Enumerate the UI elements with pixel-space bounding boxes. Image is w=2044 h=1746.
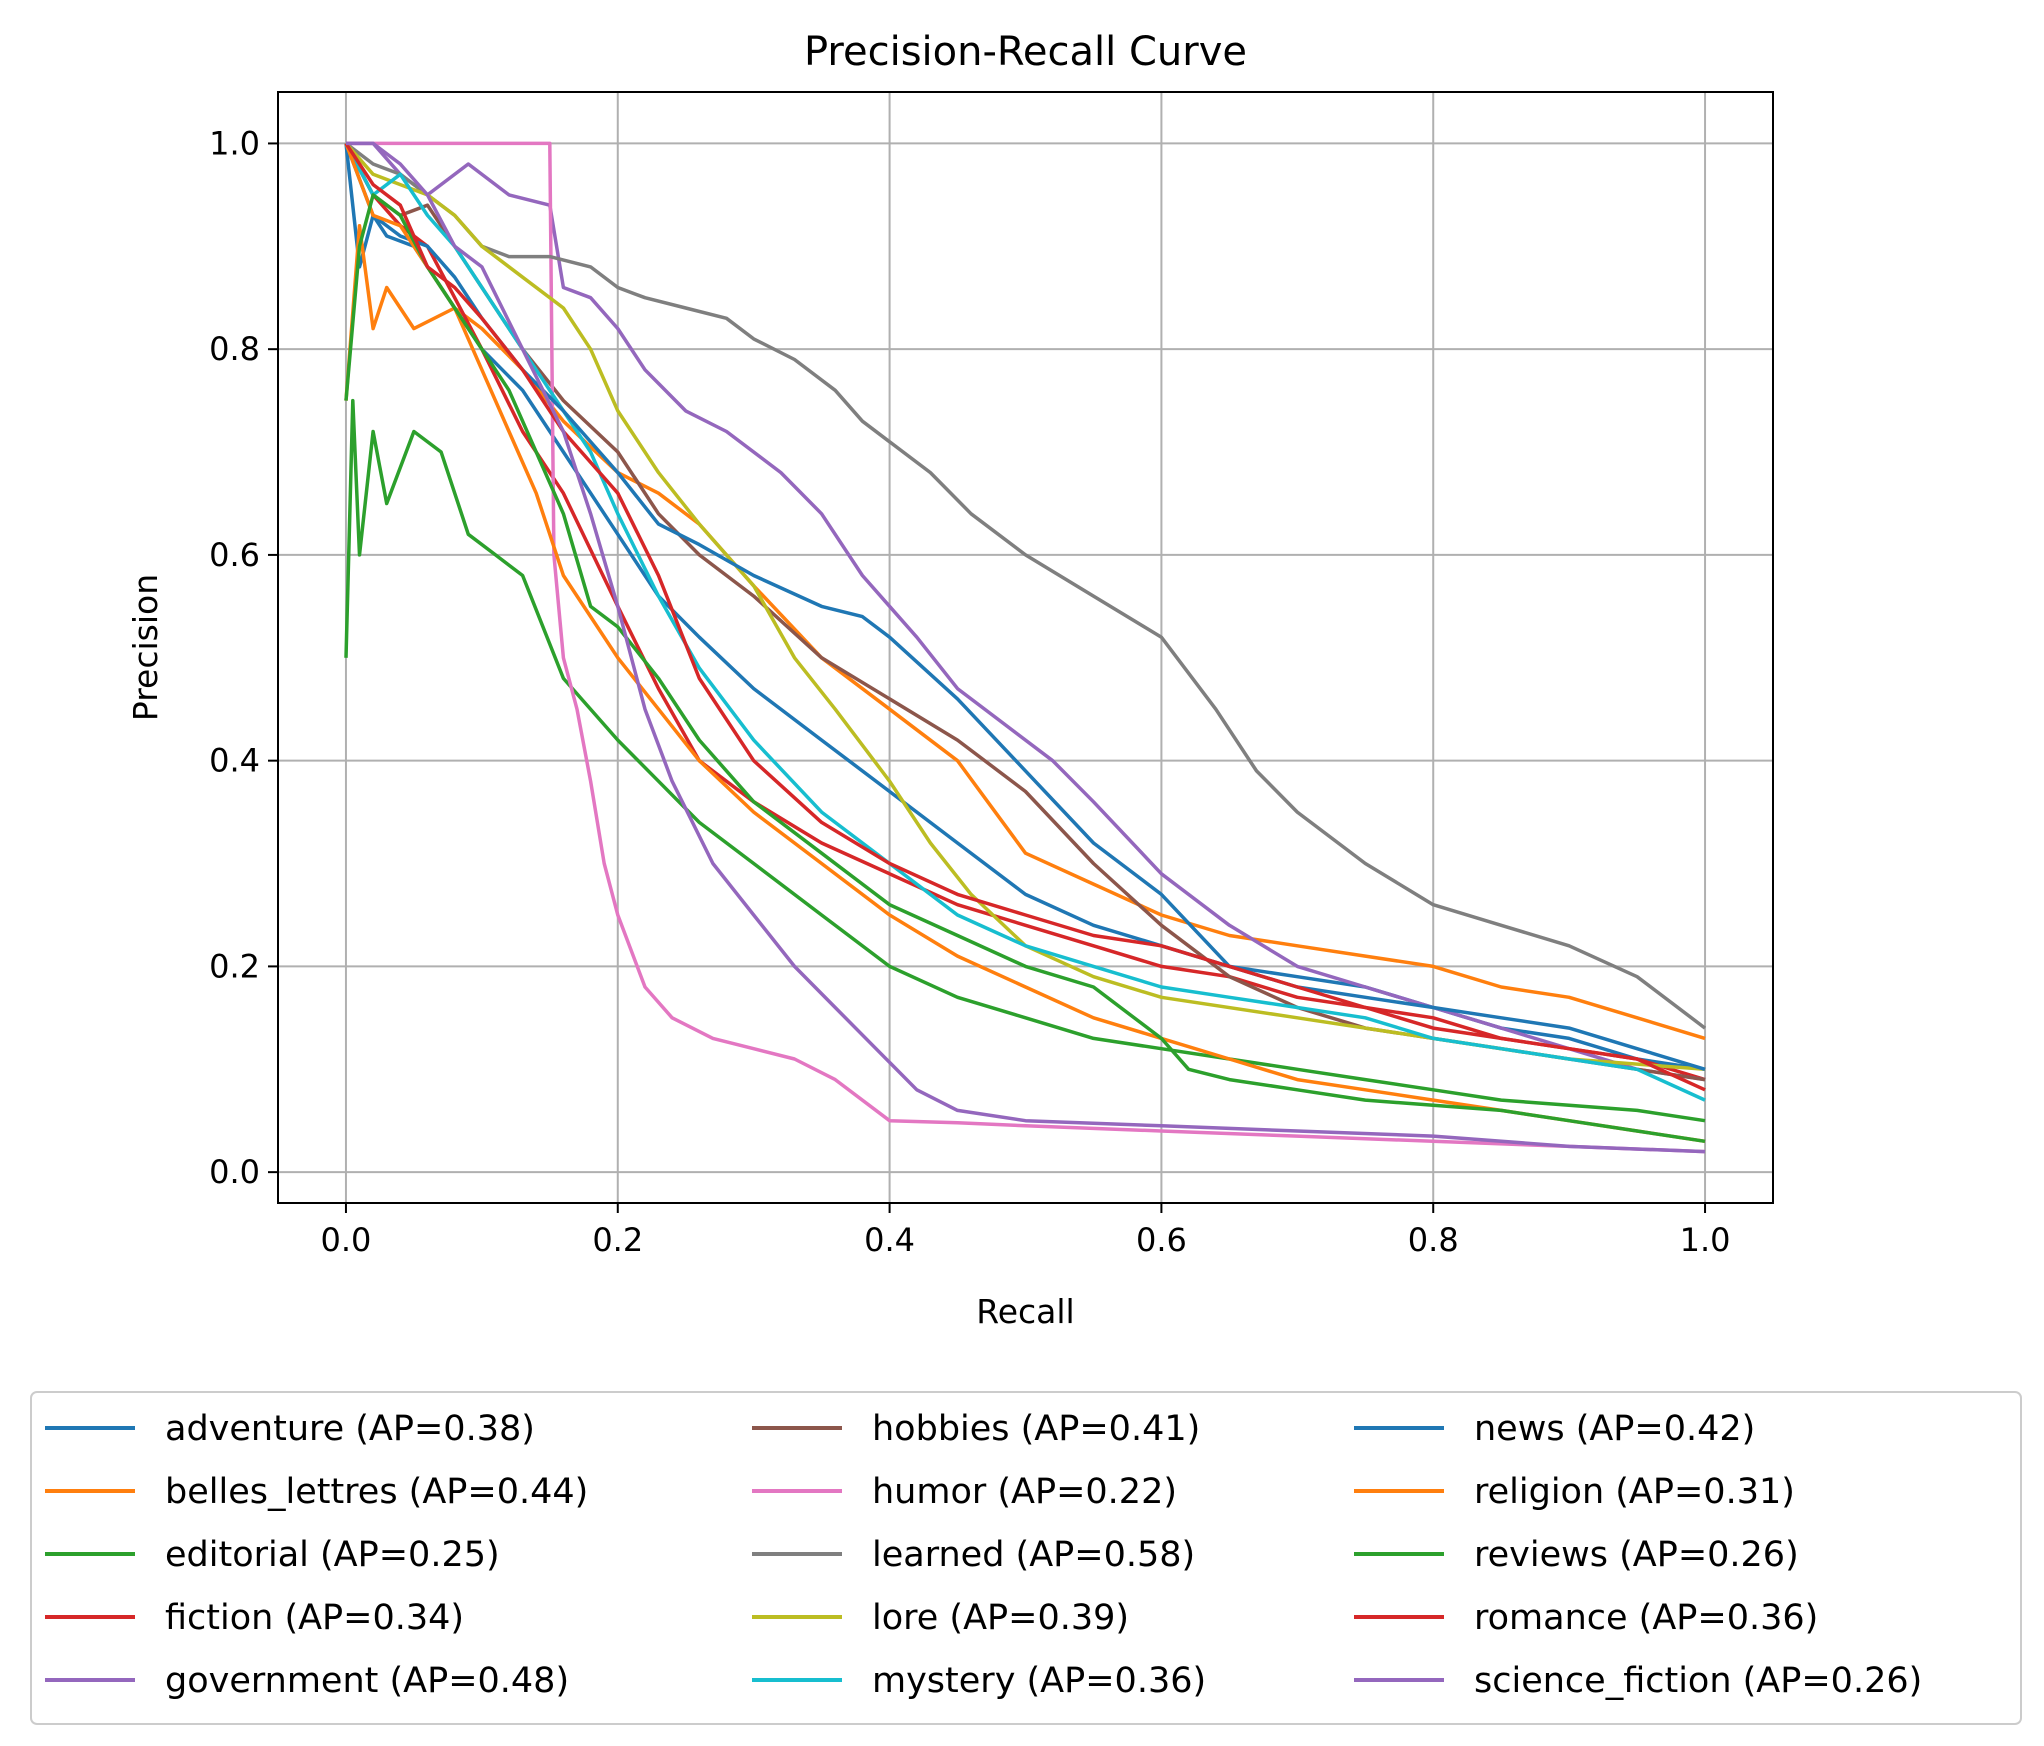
plot-frame	[277, 91, 1774, 1204]
x-tick-label: 0.0	[321, 1221, 372, 1259]
x-tick-label: 0.8	[1408, 1221, 1459, 1259]
legend-label: adventure (AP=0.38)	[165, 1409, 535, 1449]
legend-label: mystery (AP=0.36)	[872, 1661, 1206, 1701]
legend-label: hobbies (AP=0.41)	[872, 1409, 1200, 1449]
chart-title: Precision-Recall Curve	[804, 29, 1247, 75]
legend-label: romance (AP=0.36)	[1474, 1598, 1818, 1638]
x-tick-label: 0.6	[1136, 1221, 1187, 1259]
series-line-12	[344, 193, 1706, 1144]
x-tick-label: 1.0	[1680, 1221, 1731, 1259]
y-tick-label: 0.8	[209, 330, 260, 368]
legend-label: humor (AP=0.22)	[872, 1472, 1177, 1512]
series-line-3	[344, 142, 1706, 1082]
legend: adventure (AP=0.38) belles_lettres (AP=0.…	[30, 1391, 2022, 1725]
series-line-9	[344, 142, 1706, 1102]
series-line-8	[344, 142, 1706, 1072]
y-tick-label: 0.2	[209, 947, 260, 985]
legend-label: learned (AP=0.58)	[872, 1535, 1195, 1575]
y-tick-label: 0.0	[209, 1153, 260, 1191]
axis-ticks: 0.0 0.2 0.4 0.6 0.8 1.0 0.0 0.2 0.4 0.6 0.8 1.0	[209, 124, 1730, 1259]
legend-label: belles_lettres (AP=0.44)	[165, 1472, 588, 1512]
legend-label: science_fiction (AP=0.26)	[1474, 1661, 1922, 1701]
y-tick-label: 0.6	[209, 536, 260, 574]
x-tick-label: 0.2	[592, 1221, 643, 1259]
legend-label: editorial (AP=0.25)	[165, 1535, 500, 1575]
legend-label: fiction (AP=0.34)	[165, 1598, 464, 1638]
x-axis-title: Recall	[976, 1292, 1074, 1331]
legend-label: government (AP=0.48)	[165, 1661, 569, 1701]
series-line-4	[346, 141, 1706, 1082]
y-axis-title: Precision	[126, 574, 165, 721]
series-lines	[344, 141, 1707, 1154]
series-line-14	[346, 141, 1706, 1154]
legend-box	[30, 1391, 2022, 1725]
series-line-6	[346, 141, 1706, 1154]
legend-label: reviews (AP=0.26)	[1474, 1535, 1799, 1575]
y-tick-label: 0.4	[209, 742, 260, 780]
series-line-11	[344, 142, 1706, 1144]
legend-label: lore (AP=0.39)	[872, 1598, 1129, 1638]
series-line-13	[344, 142, 1706, 1092]
series-line-10	[344, 142, 1706, 1071]
legend-label: news (AP=0.42)	[1474, 1409, 1755, 1449]
series-line-2	[344, 398, 1706, 1123]
x-tick-label: 0.4	[864, 1221, 915, 1259]
y-tick-label: 1.0	[209, 124, 260, 162]
legend-label: religion (AP=0.31)	[1474, 1472, 1795, 1512]
